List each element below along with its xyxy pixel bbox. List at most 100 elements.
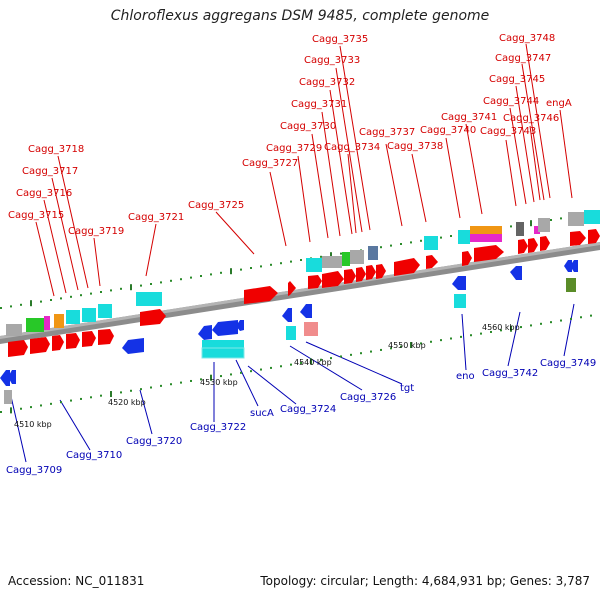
gene-box [82,308,96,322]
scale-tick [0,307,2,309]
scale-tick [510,325,512,332]
gene-box [534,226,540,234]
scale-tick [390,347,392,350]
scale-tick [420,342,422,345]
scale-tick [250,267,252,269]
gene-box [306,258,322,272]
gene-label[interactable]: Cagg_3709 [6,465,62,476]
gene-box [6,324,22,336]
scale-tick [170,383,172,386]
gene-box [454,294,466,308]
gene-arrow [8,340,28,357]
scale-tick [230,373,232,376]
scale-tick [290,363,292,366]
gene-arrow [322,271,344,288]
gene-label[interactable]: Cagg_3738 [387,141,443,152]
forward-genes [6,210,600,357]
gene-label[interactable]: Cagg_3743 [480,126,536,137]
gene-label[interactable]: Cagg_3735 [312,34,368,45]
gene-label[interactable]: Cagg_3740 [420,125,476,136]
gene-label[interactable]: Cagg_3746 [503,113,559,124]
scale-tick [180,278,182,281]
gene-label[interactable]: Cagg_3737 [359,127,415,138]
gene-label[interactable]: Cagg_3726 [340,392,396,403]
forward-gene-labels: Cagg_3715 Cagg_3716 Cagg_3717 Cagg_3718 … [8,33,572,237]
scale-tick [70,399,72,402]
gene-label[interactable]: Cagg_3732 [299,77,355,88]
scale-tick [570,317,572,320]
gene-box [516,222,524,236]
gene-label[interactable]: Cagg_3749 [540,358,596,369]
gene-label[interactable]: Cagg_3725 [188,200,244,211]
gene-label[interactable]: Cagg_3717 [22,166,78,177]
gene-label[interactable]: Cagg_3747 [495,53,551,64]
gene-label[interactable]: Cagg_3724 [280,404,336,415]
gene-arrow-rev [452,276,466,290]
gene-label[interactable]: tgt [400,383,414,394]
scale-labels: 4510 kbp 4520 kbp 4530 kbp 4540 kbp 4550… [14,323,520,429]
scale-tick [330,252,332,259]
gene-label[interactable]: Cagg_3720 [126,436,182,447]
gene-label[interactable]: Cagg_3733 [304,55,360,66]
gene-label[interactable]: Cagg_3727 [242,158,298,169]
scale-tick [140,388,142,391]
scale-tick [240,268,242,271]
gene-label[interactable]: Cagg_3730 [280,121,336,132]
scale-tick [530,324,532,327]
scale-tick [40,404,42,407]
gene-box [458,230,470,244]
scale-tick [400,345,402,348]
gene-arrow [394,258,420,276]
scale-tick [210,374,212,381]
scale-tick [410,342,412,349]
gene-arrow-rev [236,320,244,331]
scale-tick [300,259,302,261]
scale-tick [340,355,342,358]
gene-box [368,246,378,260]
gene-label[interactable]: Cagg_3742 [482,368,538,379]
scale-tick [160,281,162,284]
gene-box [424,236,438,250]
gene-label[interactable]: eno [456,371,475,382]
gene-label[interactable]: Cagg_3716 [16,188,72,199]
gene-label[interactable]: Cagg_3722 [190,422,246,433]
gene-label[interactable]: Cagg_3721 [128,212,184,223]
gene-box [566,278,576,292]
gene-arrow-rev [198,325,212,340]
gene-label[interactable]: Cagg_3745 [489,74,545,85]
gene-arrow [570,231,586,246]
gene-arrow-rev [510,266,522,280]
gene-label[interactable]: Cagg_3718 [28,144,84,155]
scale-tick [220,375,222,378]
gene-label[interactable]: sucA [250,408,274,419]
gene-label[interactable]: Cagg_3731 [291,99,347,110]
gene-label[interactable]: Cagg_3744 [483,96,539,107]
scale-tick [130,389,132,392]
scale-tick [590,314,592,317]
gene-label[interactable]: Cagg_3729 [266,143,322,154]
gene-arrow [82,331,96,347]
gene-arrow [356,267,366,282]
gene-label[interactable]: Cagg_3741 [441,112,497,123]
gene-arrow [308,275,322,289]
scale-tick [150,386,152,389]
gene-label[interactable]: Cagg_3719 [68,226,124,237]
gene-arrow [288,281,296,296]
gene-label[interactable]: Cagg_3748 [499,33,555,44]
gene-box [304,322,318,336]
scale-tick [0,411,2,413]
gene-label[interactable]: Cagg_3715 [8,210,64,221]
scale-tick [310,358,312,365]
gene-label[interactable]: engA [546,98,572,109]
scale-tick [230,268,232,275]
scale-tick [120,391,122,394]
scale-tick [110,289,112,292]
scale-label: 4510 kbp [14,420,52,429]
gene-box [322,256,342,268]
scale-tick [320,255,322,258]
scale-tick [370,350,372,353]
scale-tick [440,236,442,239]
gene-label[interactable]: Cagg_3734 [324,142,380,153]
gene-arrow [518,239,528,254]
gene-label[interactable]: Cagg_3710 [66,450,122,461]
